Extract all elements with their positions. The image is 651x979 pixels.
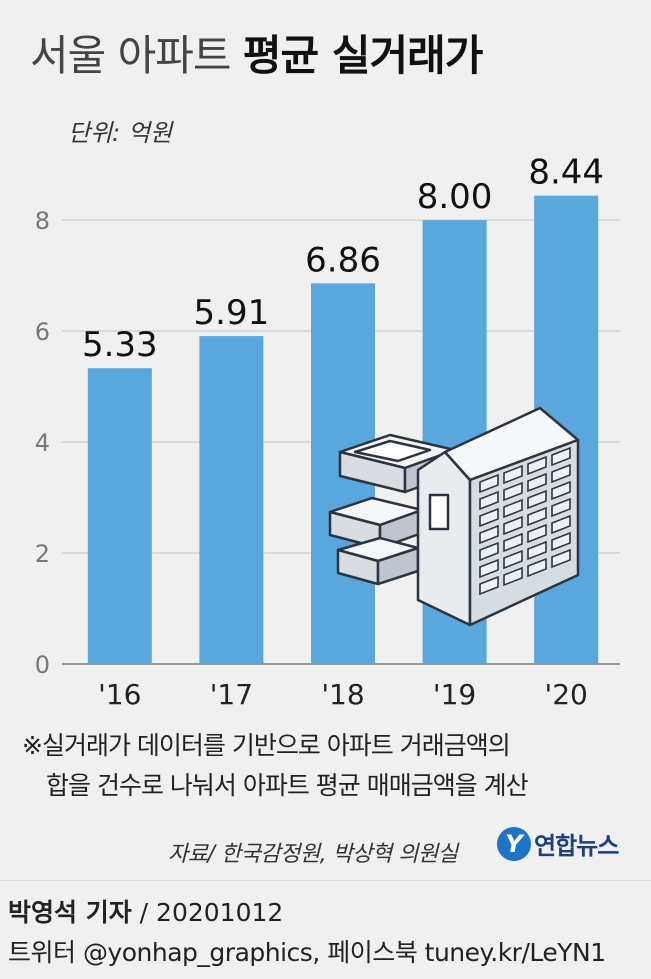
x-tick-label: '16	[98, 678, 141, 711]
y-tick-label: 8	[35, 207, 50, 235]
building-window	[551, 463, 571, 484]
bar-value-label: 8.00	[417, 177, 493, 217]
building-window	[503, 498, 523, 519]
credits-footer: 박영석 기자 / 20201012 트위터 @yonhap_graphics, …	[0, 880, 651, 979]
building-window	[503, 464, 523, 485]
building-window	[551, 497, 571, 518]
bar-value-label: 8.44	[528, 153, 604, 193]
social-links: 트위터 @yonhap_graphics, 페이스북 tuney.kr/LeYN…	[8, 938, 606, 967]
building-window	[527, 506, 547, 527]
title-bold: 평균 실거래가	[242, 31, 483, 80]
x-tick-label: '17	[210, 678, 253, 711]
building-window	[551, 548, 571, 569]
reporter: 박영석 기자	[8, 898, 132, 927]
building-window	[551, 480, 571, 501]
x-tick-label: '18	[321, 678, 364, 711]
building-window	[551, 514, 571, 535]
y-tick-label: 0	[35, 651, 50, 679]
building-window	[551, 531, 571, 552]
x-tick-label: '20	[545, 678, 588, 711]
bar	[87, 368, 152, 664]
building-window	[479, 473, 499, 494]
y-tick-label: 6	[35, 318, 50, 346]
y-tick-label: 4	[35, 429, 50, 457]
building-window	[503, 515, 523, 536]
x-tick-label: '19	[433, 678, 476, 711]
credits-line-1: 박영석 기자 / 20201012	[8, 893, 283, 929]
footnote: ※실거래가 데이터를 기반으로 아파트 거래금액의 합을 건수로 나눠서 아파트…	[22, 726, 529, 806]
building-window	[503, 481, 523, 502]
publish-date: / 20201012	[139, 898, 284, 927]
logo-text: 연합뉴스	[534, 832, 619, 860]
building-window	[479, 575, 499, 596]
building-window	[551, 446, 571, 467]
yonhap-logo-icon: Y	[497, 826, 531, 861]
building-window	[527, 523, 547, 544]
building-window	[527, 489, 547, 510]
bar-value-label: 5.91	[194, 293, 270, 333]
building-window	[479, 558, 499, 579]
building-window	[503, 532, 523, 553]
building-window	[527, 455, 547, 476]
building-window	[527, 472, 547, 493]
bar	[199, 336, 264, 664]
building-window	[479, 541, 499, 562]
building-window	[479, 507, 499, 528]
bar-value-label: 6.86	[305, 240, 381, 280]
bar-value-label: 5.33	[82, 325, 158, 365]
building-window	[479, 490, 499, 511]
footnote-line-1: ※실거래가 데이터를 기반으로 아파트 거래금액의	[22, 731, 511, 760]
building-window	[479, 524, 499, 545]
source-text: 자료/ 한국감정원, 박상혁 의원실	[168, 842, 458, 867]
yonhap-logo: Y 연합뉴스	[497, 826, 619, 861]
title-light: 서울 아파트	[30, 31, 232, 80]
footnote-line-2: 합을 건수로 나눠서 아파트 평균 매매금액을 계산	[46, 771, 529, 800]
building-window	[503, 549, 523, 570]
chart-title: 서울 아파트 평균 실거래가	[30, 22, 483, 83]
building-window	[527, 540, 547, 561]
unit-label: 단위: 억원	[68, 119, 174, 147]
building-window	[503, 566, 523, 587]
building-window	[527, 557, 547, 578]
y-tick-label: 2	[35, 540, 50, 568]
